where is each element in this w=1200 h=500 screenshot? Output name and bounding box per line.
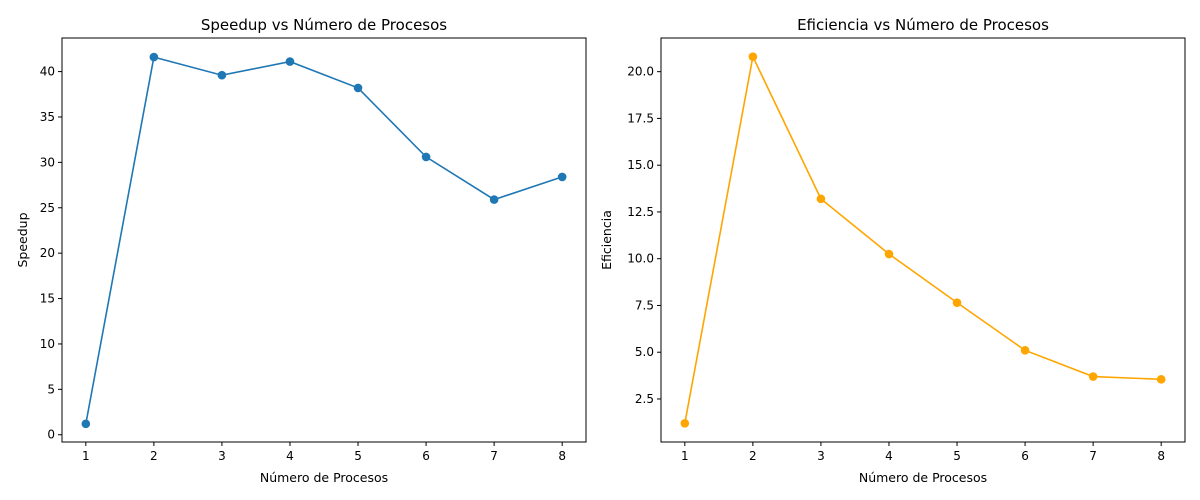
eficiencia-y-tick-label: 15.0: [627, 158, 654, 172]
speedup-x-tick-label: 4: [286, 449, 294, 463]
speedup-x-tick-label: 5: [354, 449, 362, 463]
speedup-x-tick-label: 1: [82, 449, 90, 463]
speedup-y-tick-label: 25: [40, 201, 55, 215]
speedup-data-point: [421, 152, 431, 162]
eficiencia-x-tick-label: 1: [681, 449, 689, 463]
eficiencia-y-tick-label: 10.0: [627, 252, 654, 266]
speedup-y-tick-label: 5: [47, 382, 55, 396]
speedup-data-point: [489, 195, 499, 204]
speedup-x-tick-label: 7: [490, 449, 498, 463]
speedup-chart-title: Speedup vs Número de Procesos: [201, 16, 447, 34]
speedup-x-tick-label: 3: [218, 449, 226, 463]
eficiencia-data-point: [816, 194, 826, 204]
speedup-y-tick-label: 0: [47, 428, 55, 442]
eficiencia-data-point: [1020, 346, 1030, 355]
speedup-y-tick-label: 15: [40, 292, 55, 306]
eficiencia-x-tick-label: 7: [1089, 449, 1097, 463]
eficiencia-chart-title: Eficiencia vs Número de Procesos: [797, 16, 1049, 34]
eficiencia-y-tick-label: 17.5: [627, 111, 654, 125]
eficiencia-x-tick-label: 6: [1021, 449, 1029, 463]
eficiencia-y-tick-label: 2.5: [635, 392, 654, 406]
eficiencia-chart-xlabel: Número de Procesos: [859, 470, 987, 485]
eficiencia-y-tick-label: 5.0: [635, 345, 654, 359]
speedup-plot-frame: [61, 37, 587, 443]
speedup-y-tick-label: 30: [40, 155, 55, 169]
eficiencia-x-tick-label: 2: [749, 449, 757, 463]
eficiencia-data-point: [952, 298, 962, 307]
speedup-data-point: [217, 70, 227, 80]
eficiencia-x-tick-label: 5: [953, 449, 961, 463]
eficiencia-data-point: [680, 419, 690, 428]
eficiencia-y-tick-label: 7.5: [635, 298, 654, 312]
speedup-data-point: [149, 52, 159, 62]
speedup-data-point: [353, 83, 363, 93]
eficiencia-data-point: [1156, 375, 1166, 384]
eficiencia-y-tick-label: 20.0: [627, 65, 654, 79]
eficiencia-chart-ylabel: Eficiencia: [599, 210, 614, 270]
speedup-x-tick-label: 8: [558, 449, 566, 463]
speedup-x-tick-label: 6: [422, 449, 430, 463]
speedup-y-tick-label: 10: [40, 337, 55, 351]
eficiencia-chart: Eficiencia vs Número de Procesos Número …: [599, 16, 1186, 485]
eficiencia-series-line: [684, 54, 1162, 424]
speedup-chart-ylabel: Speedup: [15, 212, 30, 267]
speedup-chart: Speedup vs Número de Procesos Número de …: [15, 16, 587, 485]
speedup-chart-xlabel: Número de Procesos: [260, 470, 388, 485]
speedup-x-tick-label: 2: [150, 449, 158, 463]
speedup-data-point: [81, 419, 91, 429]
eficiencia-data-point: [884, 249, 894, 259]
eficiencia-y-tick-label: 12.5: [627, 205, 654, 219]
eficiencia-data-point: [748, 52, 758, 61]
speedup-data-point: [285, 57, 295, 66]
speedup-series-line: [85, 56, 563, 424]
speedup-y-tick-label: 20: [40, 246, 55, 260]
eficiencia-data-point: [1088, 372, 1098, 381]
eficiencia-x-tick-label: 4: [885, 449, 893, 463]
eficiencia-x-tick-label: 8: [1157, 449, 1165, 463]
speedup-y-tick-label: 40: [40, 65, 55, 79]
speedup-y-tick-label: 35: [40, 110, 55, 124]
eficiencia-x-tick-label: 3: [817, 449, 825, 463]
speedup-data-point: [557, 172, 567, 182]
eficiencia-plot-frame: [660, 37, 1186, 443]
